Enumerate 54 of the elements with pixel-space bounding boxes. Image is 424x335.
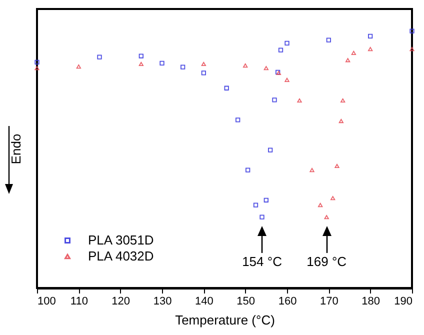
point	[138, 54, 144, 58]
x-tick-label: 180	[362, 296, 380, 308]
point	[284, 40, 290, 46]
point	[338, 118, 344, 124]
legend-label: PLA 4032D	[88, 248, 154, 264]
point	[284, 78, 290, 82]
point	[180, 64, 186, 70]
x-tick-label: 100	[38, 296, 56, 308]
x-tick-label: 190	[394, 296, 412, 308]
annotation: 169 °C	[306, 254, 347, 270]
x-tick-label: 120	[112, 296, 130, 308]
point	[351, 50, 356, 55]
point	[368, 34, 373, 39]
point	[260, 214, 264, 220]
point	[326, 38, 331, 42]
point	[330, 196, 336, 200]
point	[346, 58, 350, 62]
point	[243, 63, 248, 68]
point	[224, 86, 229, 90]
point	[201, 70, 206, 76]
point	[97, 54, 102, 60]
legend-label: PLA 3051D	[88, 232, 154, 248]
x-tick-label: 140	[194, 296, 214, 308]
point	[246, 168, 250, 172]
point	[340, 98, 346, 103]
point	[310, 168, 314, 172]
point	[278, 48, 284, 52]
x-tick-label: 130	[153, 296, 172, 308]
x-tick-label: 110	[70, 296, 88, 308]
point	[410, 28, 414, 34]
point	[318, 202, 323, 208]
x-tick-label: 160	[278, 296, 297, 308]
point	[368, 47, 373, 52]
point	[410, 47, 414, 52]
x-tick-label: 150	[236, 296, 256, 308]
point	[297, 98, 302, 103]
point	[34, 60, 40, 64]
point	[34, 66, 40, 70]
point	[264, 66, 268, 70]
point	[138, 62, 144, 66]
point	[324, 215, 329, 220]
point	[264, 198, 268, 202]
point	[160, 60, 164, 66]
point	[236, 118, 240, 122]
point	[201, 62, 206, 66]
point	[272, 98, 277, 102]
x-axis-title: Temperature (°C)	[175, 312, 275, 328]
x-tick-label: 170	[320, 296, 338, 308]
point	[334, 164, 340, 168]
y-axis-title: Endo	[8, 134, 24, 164]
point	[253, 202, 258, 208]
point	[268, 148, 273, 152]
annotation: 154 °C	[242, 254, 282, 270]
point	[76, 64, 81, 69]
